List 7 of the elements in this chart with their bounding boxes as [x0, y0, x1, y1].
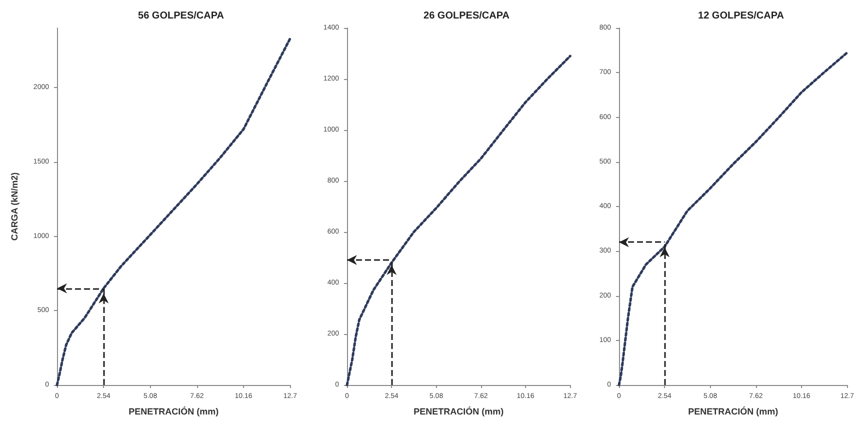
chart-title: 26 GOLPES/CAPA — [424, 10, 510, 22]
chart-title: 12 GOLPES/CAPA — [698, 10, 784, 22]
x-axis-title: PENETRACIÓN (mm) — [414, 406, 504, 416]
y-axis-title: CARGA (kN/m2) — [10, 172, 20, 241]
x-axis-title: PENETRACIÓN (mm) — [688, 406, 778, 416]
x-axis-title: PENETRACIÓN (mm) — [128, 406, 219, 416]
chart-title: 56 GOLPES/CAPA — [138, 10, 224, 22]
